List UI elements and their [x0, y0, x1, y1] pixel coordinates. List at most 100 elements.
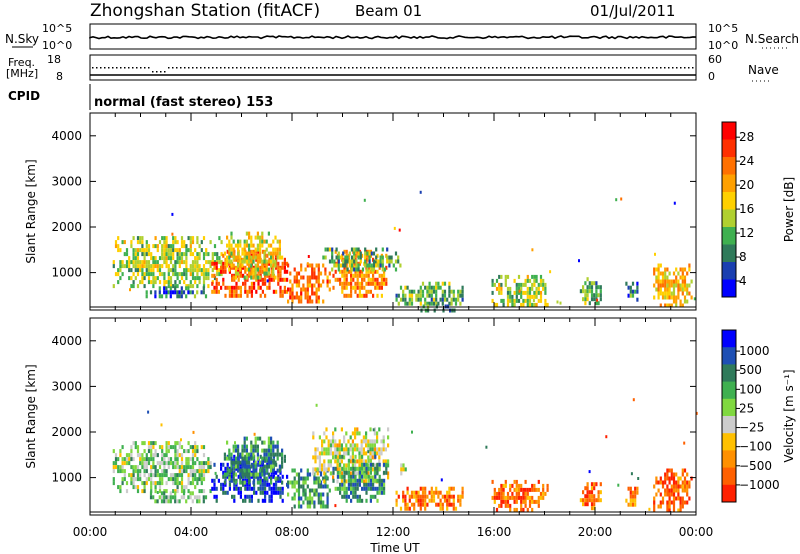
range-gate-cell: [683, 488, 687, 493]
range-gate-cell: [495, 507, 499, 512]
range-gate-cell: [321, 443, 324, 448]
range-gate-cell: [132, 481, 135, 486]
range-gate-cell: [365, 486, 368, 491]
range-gate-cell: [304, 295, 307, 300]
range-gate-cell: [239, 472, 242, 477]
range-gate-cell: [584, 293, 587, 298]
range-gate-cell: [267, 243, 270, 248]
range-gate-cell: [232, 263, 235, 268]
range-gate-cell: [265, 271, 268, 276]
range-gate-cell: [668, 283, 671, 288]
range-gate-cell: [511, 491, 514, 496]
range-gate-cell: [311, 283, 314, 288]
range-gate-cell: [358, 474, 361, 479]
range-gate-cell: [681, 504, 684, 509]
range-gate-cell: [152, 256, 155, 261]
range-gate-cell: [147, 272, 151, 277]
range-gate-cell: [352, 277, 355, 282]
range-gate-cell: [263, 480, 266, 485]
range-gate-cell: [376, 447, 379, 452]
range-gate-cell: [683, 267, 687, 272]
range-gate-cell: [352, 490, 355, 495]
range-gate-cell: [172, 481, 175, 486]
range-gate-cell: [152, 272, 155, 277]
range-gate-cell: [272, 277, 275, 282]
range-gate-cell: [198, 461, 201, 466]
range-gate-cell: [130, 465, 133, 470]
range-gate-cell: [355, 259, 358, 264]
range-gate-cell: [163, 461, 166, 466]
range-gate-cell: [395, 502, 398, 507]
freq-point: [168, 67, 170, 69]
range-gate-cell: [657, 504, 660, 509]
range-gate-cell: [194, 276, 197, 281]
freq-point: [592, 67, 594, 69]
range-gate-cell: [627, 486, 630, 491]
range-gate-cell: [363, 198, 366, 202]
range-gate-cell: [686, 271, 689, 276]
range-gate-cell: [141, 252, 144, 257]
range-gate-cell: [653, 504, 656, 509]
range-gate-cell: [196, 268, 199, 273]
range-gate-cell: [215, 486, 218, 491]
range-gate-cell: [377, 259, 380, 264]
range-gate-cell: [235, 466, 238, 471]
range-gate-cell: [243, 444, 246, 449]
colorbar-tick-label: 25: [739, 401, 754, 415]
range-gate-cell: [511, 302, 514, 307]
range-gate-cell: [300, 476, 303, 481]
range-gate-cell: [132, 465, 135, 470]
range-gate-cell: [279, 494, 282, 499]
range-gate-cell: [318, 479, 321, 484]
range-gate-cell: [263, 259, 266, 264]
range-gate-cell: [347, 458, 350, 463]
range-gate-cell: [248, 468, 251, 473]
range-gate-cell: [215, 261, 218, 266]
range-gate-cell: [376, 285, 379, 290]
range-gate-cell: [329, 451, 332, 456]
range-gate-cell: [134, 276, 137, 281]
range-gate-cell: [196, 240, 199, 245]
range-gate-cell: [378, 447, 381, 452]
range-gate-cell: [205, 252, 208, 257]
range-gate-cell: [213, 261, 216, 266]
range-gate-cell: [347, 281, 350, 286]
range-gate-cell: [595, 301, 598, 306]
range-gate-cell: [336, 451, 339, 456]
range-gate-cell: [139, 473, 142, 478]
range-gate-cell: [590, 502, 594, 507]
range-gate-cell: [150, 264, 153, 269]
range-gate-cell: [261, 231, 264, 236]
range-gate-cell: [226, 249, 229, 254]
range-gate-cell: [679, 303, 682, 308]
range-gate-cell: [349, 471, 352, 476]
range-gate-cell: [161, 457, 164, 462]
range-gate-cell: [152, 441, 155, 446]
range-gate-cell: [147, 461, 151, 466]
range-gate-cell: [136, 473, 140, 478]
range-gate-cell: [347, 447, 350, 452]
range-gate-cell: [679, 476, 682, 481]
range-gate-cell: [491, 290, 494, 295]
range-gate-cell: [597, 498, 600, 503]
range-gate-cell: [283, 257, 286, 262]
range-gate-cell: [191, 457, 195, 462]
freq-point: [644, 67, 646, 69]
range-gate-cell: [136, 240, 140, 245]
range-gate-cell: [152, 481, 155, 486]
date-label: 01/Jul/2011: [590, 2, 675, 20]
range-gate-cell: [439, 506, 442, 511]
range-gate-cell: [213, 462, 216, 467]
range-gate-cell: [459, 498, 462, 503]
range-gate-cell: [287, 263, 290, 268]
range-gate-cell: [347, 439, 350, 444]
range-gate-cell: [237, 255, 240, 260]
range-gate-cell: [350, 273, 353, 278]
range-gate-cell: [200, 248, 203, 253]
range-gate-cell: [304, 476, 307, 481]
range-gate-cell: [593, 502, 596, 507]
range-gate-cell: [167, 465, 170, 470]
range-gate-cell: [670, 303, 673, 308]
range-gate-cell: [256, 448, 259, 453]
